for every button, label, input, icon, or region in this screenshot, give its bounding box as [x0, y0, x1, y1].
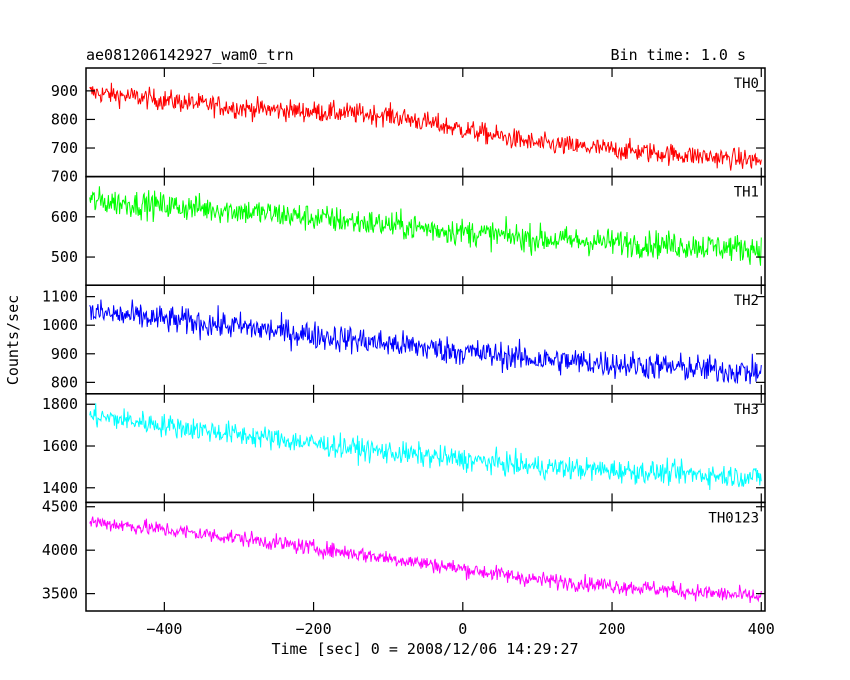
- panel-th0123: 3500 4000 4500 TH0123: [42, 498, 766, 612]
- bin-time-label: Bin time: 1.0 s: [611, 46, 746, 64]
- x-tick-label: 400: [748, 620, 775, 638]
- y-tick-label: 700: [51, 139, 78, 157]
- y-tick-label: 3500: [42, 585, 78, 603]
- series-line-th2: [89, 299, 762, 385]
- panel-label-th3: TH3: [734, 402, 759, 418]
- y-tick-label: 1000: [42, 316, 78, 334]
- panel-th1: 500 600 700 TH1: [51, 168, 766, 286]
- y-tick-label: 1400: [42, 479, 78, 497]
- x-axis-label: Time [sec] 0 = 2008/12/06 14:29:27: [271, 640, 578, 658]
- y-tick-label: 4000: [42, 541, 78, 559]
- panel-frame: [85, 501, 766, 612]
- x-tick-label: 0: [458, 620, 467, 638]
- y-tick-label: 900: [51, 82, 78, 100]
- y-tick-label: 1600: [42, 437, 78, 455]
- panel-label-th0123: TH0123: [708, 510, 759, 526]
- y-tick-label: 1800: [42, 395, 78, 413]
- y-tick-label: 1100: [42, 288, 78, 306]
- y-tick-label: 500: [51, 248, 78, 266]
- x-tick-label: −400: [146, 620, 182, 638]
- panel-label-th1: TH1: [734, 185, 759, 201]
- series-line-th3: [89, 403, 762, 491]
- panel-label-th0: TH0: [734, 76, 759, 92]
- y-tick-label: 600: [51, 208, 78, 226]
- y-axis-label: Counts/sec: [4, 295, 22, 385]
- x-tick-labels: −400 −200 0 200 400: [146, 620, 775, 638]
- x-tick-label: −200: [296, 620, 332, 638]
- chart-title: ae081206142927_wam0_trn: [86, 46, 294, 64]
- panels-group: 700 800 900 TH0 500 600 700 TH1 800 900 1000 1100 TH…: [42, 67, 766, 612]
- panel-th3: 1400 1600 1800 TH3: [42, 393, 766, 504]
- panel-frame: [85, 284, 766, 395]
- x-tick-label: 200: [598, 620, 625, 638]
- panel-frame: [85, 393, 766, 504]
- series-line-th1: [89, 186, 762, 266]
- panel-frame: [85, 175, 766, 286]
- y-tick-label: 900: [51, 345, 78, 363]
- y-tick-label: 800: [51, 110, 78, 128]
- panel-th0: 700 800 900 TH0: [51, 67, 766, 178]
- y-tick-label: 4500: [42, 498, 78, 516]
- series-line-th0123: [89, 516, 762, 604]
- y-tick-label: 800: [51, 373, 78, 391]
- panel-th2: 800 900 1000 1100 TH2: [42, 284, 766, 395]
- y-tick-label: 700: [51, 168, 78, 186]
- series-line-th0: [89, 82, 762, 171]
- panel-label-th2: TH2: [734, 293, 759, 309]
